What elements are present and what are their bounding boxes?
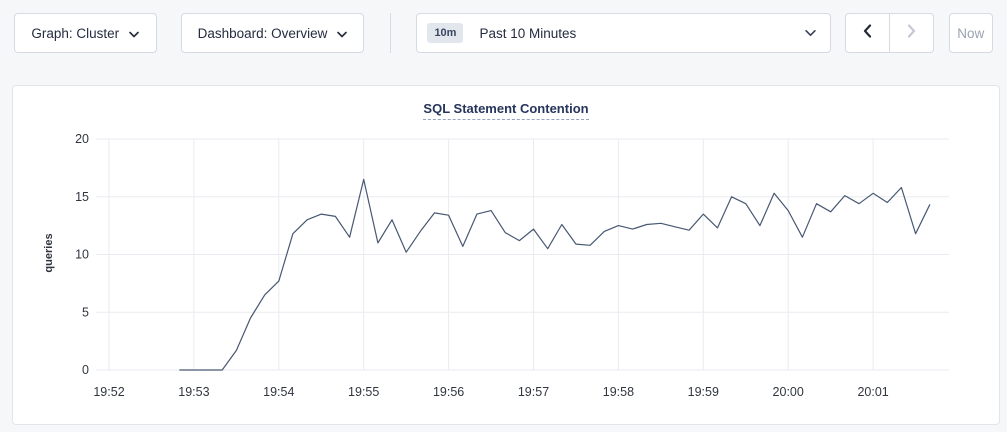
svg-text:19:57: 19:57	[518, 385, 549, 399]
graph-dropdown[interactable]: Graph: Cluster	[14, 13, 157, 53]
svg-text:15: 15	[75, 190, 89, 204]
svg-text:19:59: 19:59	[688, 385, 719, 399]
chevron-right-icon	[907, 23, 916, 43]
chevron-down-icon	[337, 26, 348, 41]
svg-text:20:01: 20:01	[857, 385, 888, 399]
toolbar-divider	[390, 13, 392, 53]
time-range-label: Past 10 Minutes	[479, 25, 577, 41]
svg-text:19:58: 19:58	[603, 385, 634, 399]
now-button[interactable]: Now	[948, 13, 994, 53]
svg-text:5: 5	[82, 305, 89, 319]
time-range-badge: 10m	[427, 23, 464, 43]
time-step-button-group	[844, 13, 934, 53]
graph-dropdown-label: Graph: Cluster	[31, 25, 120, 41]
svg-text:20: 20	[75, 132, 89, 146]
chevron-down-icon	[805, 24, 816, 42]
chart-title-row: SQL Statement Contention	[13, 86, 999, 130]
chart-title[interactable]: SQL Statement Contention	[423, 101, 589, 120]
svg-text:19:55: 19:55	[348, 385, 379, 399]
previous-time-button[interactable]	[846, 14, 889, 52]
svg-text:19:53: 19:53	[178, 385, 209, 399]
dashboard-dropdown-label: Dashboard: Overview	[197, 25, 328, 41]
sql-contention-line-chart: 0 5 10 15 20 19:52 19:53 19:54 19:55 19:56 19:57 19…	[75, 132, 949, 399]
time-range-selector[interactable]: 10m Past 10 Minutes	[416, 13, 831, 53]
chart-card: SQL Statement Contention queries 0 5 10 15 2…	[12, 85, 1000, 425]
svg-text:10: 10	[75, 248, 89, 262]
svg-text:0: 0	[82, 363, 89, 377]
next-time-button[interactable]	[889, 14, 932, 52]
chevron-left-icon	[863, 23, 872, 43]
svg-text:20:00: 20:00	[773, 385, 804, 399]
toolbar: Graph: Cluster Dashboard: Overview 10m P…	[0, 0, 1007, 53]
dashboard-dropdown[interactable]: Dashboard: Overview	[180, 13, 365, 53]
chevron-down-icon	[129, 26, 139, 41]
svg-text:19:54: 19:54	[263, 385, 294, 399]
svg-text:19:52: 19:52	[93, 385, 124, 399]
svg-text:19:56: 19:56	[433, 385, 464, 399]
